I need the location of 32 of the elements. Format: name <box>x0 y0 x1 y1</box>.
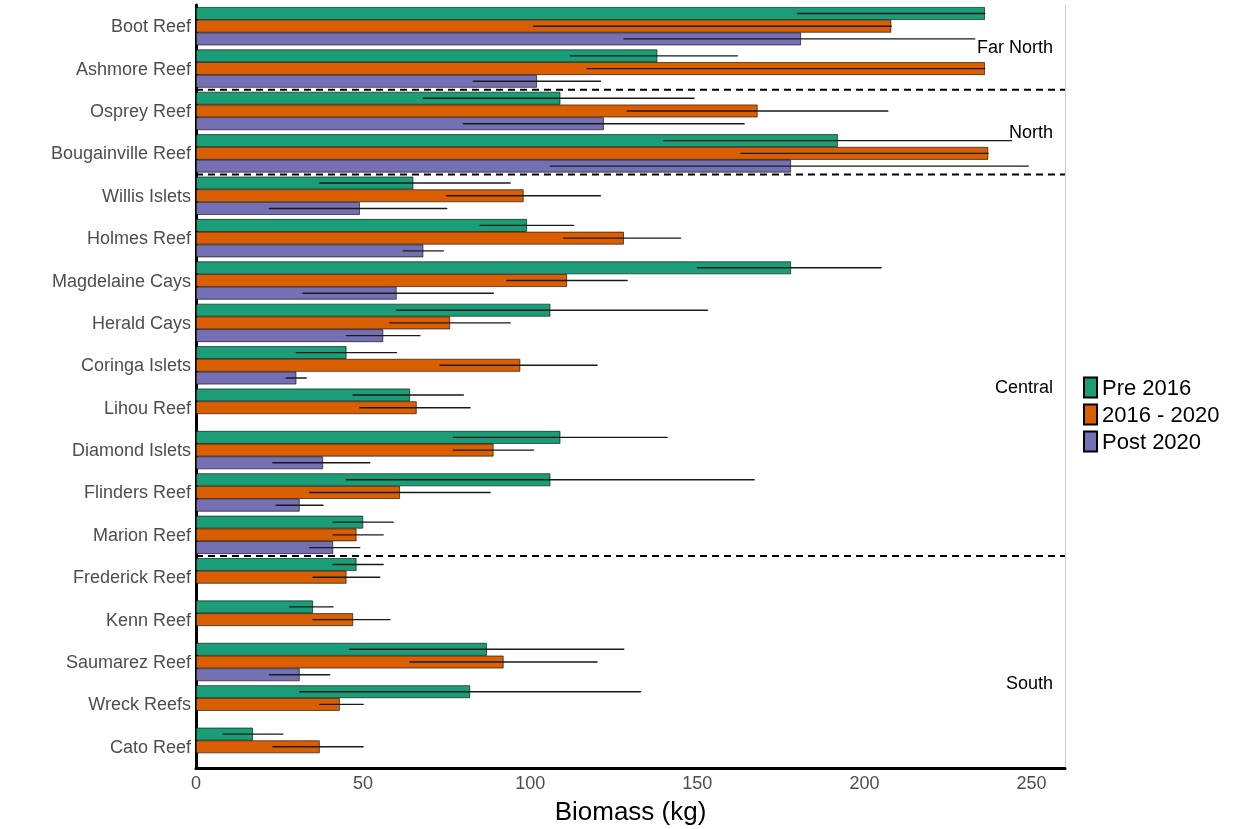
x-tick-label: 250 <box>1016 773 1047 793</box>
y-tick-label: Osprey Reef <box>89 100 192 121</box>
legend-label: 2016 - 2020 <box>1102 402 1220 427</box>
y-tick-label: Herald Cays <box>91 312 191 333</box>
x-tick-label: 0 <box>190 773 202 793</box>
y-tick-label: Cato Reef <box>109 736 192 757</box>
y-tick-label: Coringa Islets <box>80 355 191 376</box>
y-tick-label: Magdelaine Cays <box>51 270 191 291</box>
x-tick-label: 50 <box>353 773 374 793</box>
y-tick-label: Holmes Reef <box>86 228 192 249</box>
y-tick-label: Willis Islets <box>102 185 191 206</box>
y-tick-label: Marion Reef <box>92 524 192 545</box>
legend-label: Pre 2016 <box>1102 375 1192 400</box>
annotation: Central <box>994 376 1053 397</box>
x-tick-label: 150 <box>682 773 713 793</box>
x-tick-label: 200 <box>849 773 880 793</box>
y-tick-label: Diamond Islets <box>71 440 191 461</box>
y-tick-label: Ashmore Reef <box>75 58 192 79</box>
y-tick-label: Bougainville Reef <box>50 143 192 164</box>
y-tick-label: Kenn Reef <box>105 609 192 630</box>
legend-label: Post 2020 <box>1102 429 1202 454</box>
annotation: Far North <box>976 37 1053 58</box>
y-tick-label: Frederick Reef <box>72 567 192 588</box>
y-tick-label: Wreck Reefs <box>88 694 191 715</box>
x-axis-title: Biomass (kg) <box>554 796 707 826</box>
annotation: North <box>1008 122 1053 143</box>
annotation: South <box>1005 673 1053 694</box>
y-tick-label: Flinders Reef <box>83 482 192 503</box>
y-tick-label: Saumarez Reef <box>65 652 192 673</box>
y-tick-label: Lihou Reef <box>103 397 192 418</box>
y-tick-label: Boot Reef <box>110 16 192 37</box>
x-tick-label: 100 <box>515 773 546 793</box>
